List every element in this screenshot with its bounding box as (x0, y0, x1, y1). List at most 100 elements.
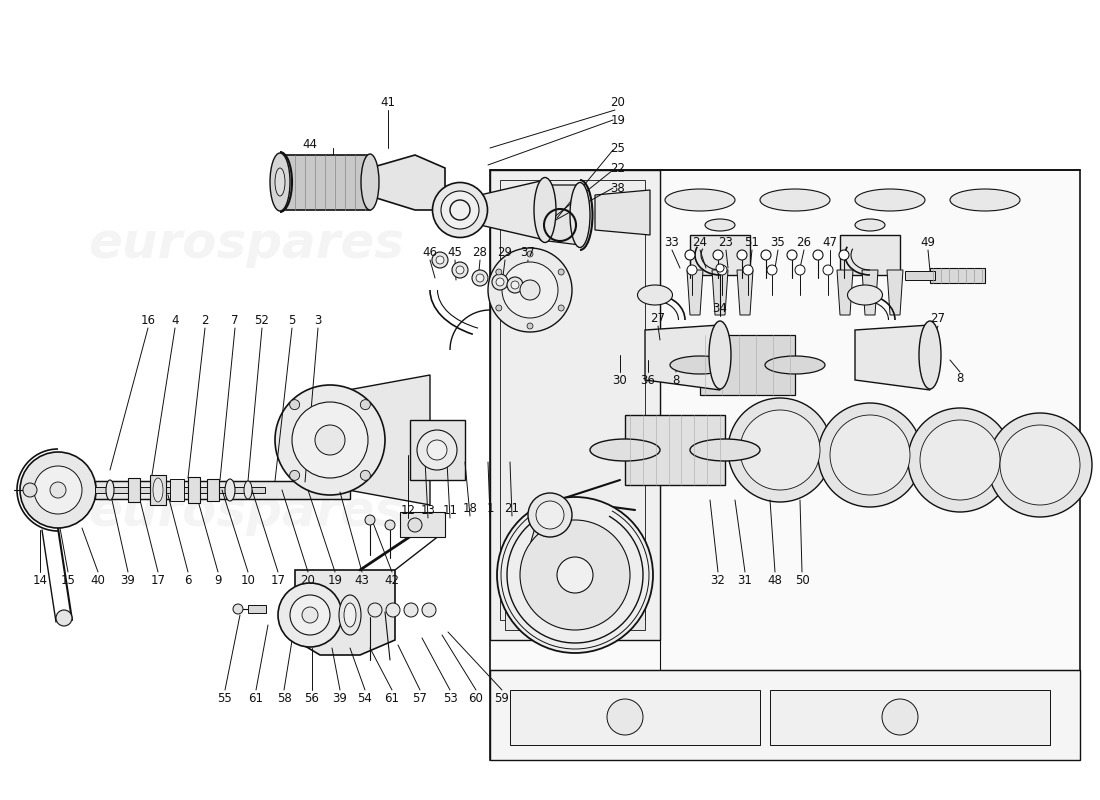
Text: 39: 39 (121, 574, 135, 586)
Text: 48: 48 (768, 574, 782, 586)
Circle shape (527, 251, 534, 257)
Circle shape (988, 413, 1092, 517)
Circle shape (452, 262, 468, 278)
Bar (95, 481, 350, 499)
Circle shape (34, 466, 82, 514)
Text: 29: 29 (497, 246, 513, 258)
Circle shape (786, 250, 798, 260)
Circle shape (275, 385, 385, 495)
Circle shape (436, 256, 444, 264)
Polygon shape (887, 270, 903, 315)
Text: 4: 4 (172, 314, 178, 326)
Circle shape (496, 278, 504, 286)
Circle shape (528, 493, 572, 537)
Circle shape (50, 482, 66, 498)
Circle shape (20, 452, 96, 528)
Ellipse shape (950, 189, 1020, 211)
Text: 14: 14 (33, 574, 47, 586)
Circle shape (361, 470, 371, 480)
Circle shape (472, 270, 488, 286)
Ellipse shape (361, 154, 379, 210)
Bar (400, 512, 446, 537)
Ellipse shape (710, 321, 732, 389)
Bar (930, 268, 984, 283)
Circle shape (368, 603, 382, 617)
Text: 61: 61 (249, 691, 264, 705)
Circle shape (496, 269, 502, 275)
Circle shape (385, 520, 395, 530)
Circle shape (557, 557, 593, 593)
Text: 26: 26 (796, 235, 812, 249)
Text: 51: 51 (745, 235, 759, 249)
Bar (128, 478, 140, 502)
Text: 23: 23 (718, 235, 734, 249)
Circle shape (315, 425, 345, 455)
Text: 16: 16 (141, 314, 155, 326)
Circle shape (685, 250, 695, 260)
Bar (500, 180, 645, 620)
Polygon shape (348, 375, 430, 505)
Bar (690, 235, 750, 275)
Text: 19: 19 (610, 114, 626, 126)
Polygon shape (862, 270, 878, 315)
Text: 59: 59 (495, 691, 509, 705)
Ellipse shape (275, 168, 285, 196)
Text: 13: 13 (420, 503, 436, 517)
Circle shape (492, 274, 508, 290)
Text: 27: 27 (931, 311, 946, 325)
Text: 54: 54 (358, 691, 373, 705)
Polygon shape (837, 270, 852, 315)
Text: 6: 6 (185, 574, 191, 586)
Text: 8: 8 (672, 374, 680, 386)
Bar (700, 335, 795, 395)
Text: 35: 35 (771, 235, 785, 249)
Ellipse shape (534, 178, 556, 242)
Bar (207, 479, 219, 501)
Text: 2: 2 (201, 314, 209, 326)
Circle shape (728, 398, 832, 502)
Ellipse shape (666, 189, 735, 211)
Text: 55: 55 (218, 691, 232, 705)
Ellipse shape (106, 480, 114, 500)
Circle shape (496, 305, 502, 311)
Circle shape (289, 400, 299, 410)
Text: 36: 36 (640, 374, 656, 386)
Text: 50: 50 (794, 574, 810, 586)
Text: 60: 60 (469, 691, 483, 705)
Text: eurospares: eurospares (88, 488, 404, 536)
Circle shape (476, 274, 484, 282)
Bar (248, 605, 266, 613)
Ellipse shape (590, 439, 660, 461)
Circle shape (290, 595, 330, 635)
Bar (490, 670, 1080, 760)
Circle shape (813, 250, 823, 260)
Text: 33: 33 (664, 235, 680, 249)
Ellipse shape (670, 356, 730, 374)
Text: 12: 12 (400, 503, 416, 517)
Circle shape (386, 603, 400, 617)
Circle shape (507, 277, 522, 293)
Ellipse shape (855, 219, 886, 231)
Polygon shape (645, 325, 720, 390)
Circle shape (408, 518, 422, 532)
Ellipse shape (270, 153, 290, 211)
Ellipse shape (705, 219, 735, 231)
Ellipse shape (153, 478, 163, 502)
Circle shape (432, 252, 448, 268)
Text: 19: 19 (328, 574, 342, 586)
Text: 28: 28 (473, 246, 487, 258)
Text: 10: 10 (241, 574, 255, 586)
Circle shape (427, 440, 447, 460)
Text: 21: 21 (505, 502, 519, 514)
Text: eurospares: eurospares (88, 220, 404, 268)
Ellipse shape (847, 285, 882, 305)
Text: 27: 27 (650, 311, 666, 325)
Polygon shape (540, 185, 580, 245)
Text: 32: 32 (711, 574, 725, 586)
Text: 17: 17 (151, 574, 165, 586)
Bar (170, 479, 184, 501)
Circle shape (882, 699, 918, 735)
Circle shape (292, 402, 368, 478)
Circle shape (23, 483, 37, 497)
Circle shape (365, 515, 375, 525)
